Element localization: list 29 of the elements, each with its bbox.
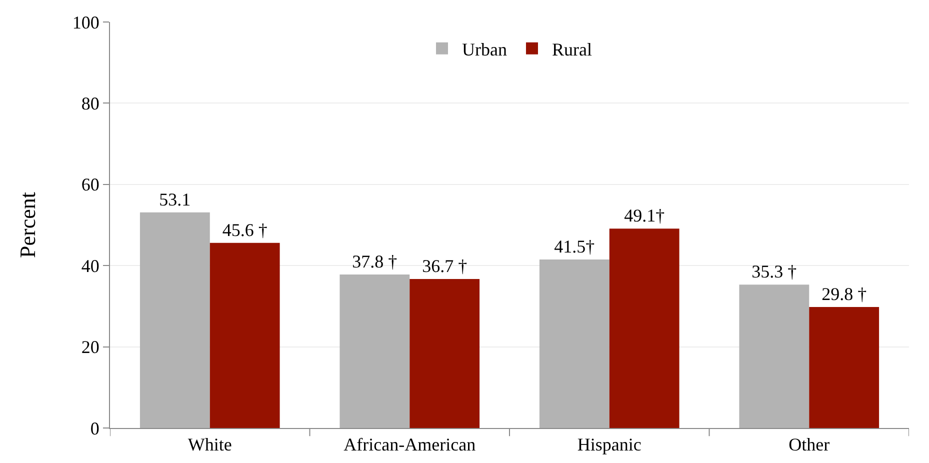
bar	[210, 242, 280, 428]
y-tick-label: 20	[81, 337, 100, 358]
y-tick-label: 60	[81, 174, 100, 195]
y-tick-label: 0	[90, 418, 100, 438]
bar	[609, 228, 680, 428]
bar	[140, 212, 210, 428]
data-label: 36.7 †	[422, 256, 468, 276]
x-tick-label: Hispanic	[577, 434, 642, 455]
x-tick-label: White	[188, 434, 232, 455]
data-label: 53.1	[159, 189, 191, 210]
y-tick-label: 100	[72, 12, 100, 32]
data-label: 45.6 †	[222, 220, 268, 240]
bar	[539, 260, 610, 428]
y-axis-title: Percent	[15, 192, 40, 258]
x-tick-label: African-American	[344, 434, 476, 455]
bar	[410, 279, 480, 428]
legend-label: Urban	[462, 39, 507, 60]
data-label: 37.8 †	[352, 252, 398, 272]
y-tick-label: 80	[81, 94, 100, 114]
data-label: 35.3 †	[752, 262, 797, 282]
data-label: 29.8 †	[822, 284, 867, 304]
data-label: 49.1†	[624, 206, 665, 226]
bar	[340, 274, 410, 428]
bar	[809, 307, 880, 428]
x-tick-label: Other	[788, 434, 830, 455]
y-tick-label: 40	[81, 256, 100, 276]
data-label: 41.5†	[554, 236, 595, 257]
bar	[739, 284, 810, 428]
legend-label: Rural	[552, 39, 592, 60]
